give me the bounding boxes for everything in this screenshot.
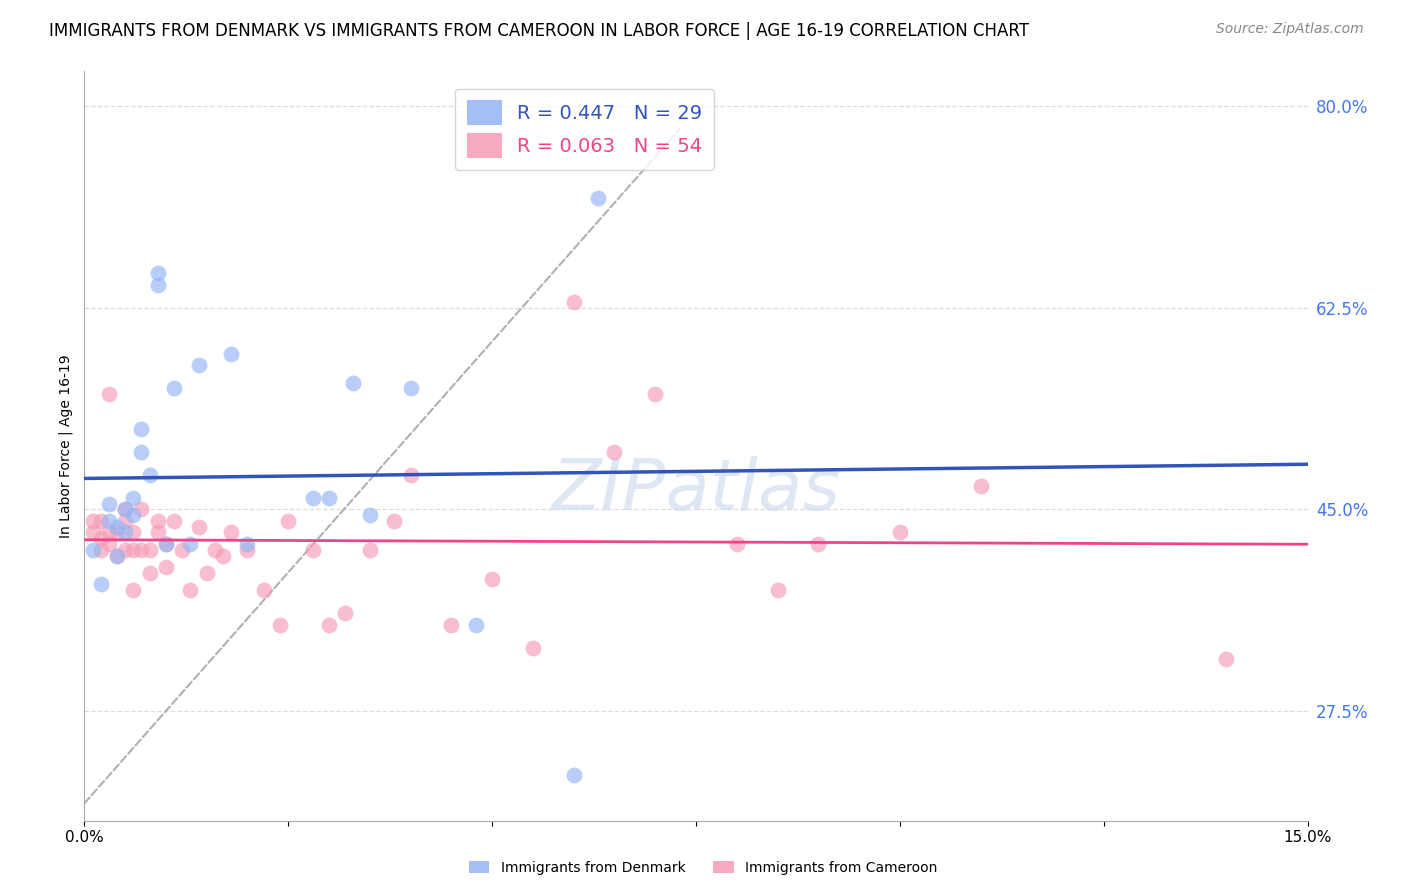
Legend: Immigrants from Denmark, Immigrants from Cameroon: Immigrants from Denmark, Immigrants from… [463, 855, 943, 880]
Point [212, 549, 235, 563]
Point [146, 514, 169, 528]
Point [187, 359, 209, 373]
Point [766, 583, 789, 598]
Point [131, 444, 153, 458]
Point [105, 519, 128, 533]
Point [90, 514, 112, 528]
Point [82, 525, 104, 540]
Point [163, 381, 186, 395]
Point [253, 583, 276, 598]
Point [146, 277, 169, 292]
Point [114, 502, 136, 516]
Point [277, 514, 299, 528]
Point [138, 542, 160, 557]
Point [889, 525, 911, 540]
Point [97, 525, 120, 540]
Point [522, 640, 544, 655]
Y-axis label: In Labor Force | Age 16-19: In Labor Force | Age 16-19 [59, 354, 73, 538]
Point [301, 491, 323, 505]
Text: Source: ZipAtlas.com: Source: ZipAtlas.com [1216, 22, 1364, 37]
Point [359, 508, 381, 523]
Point [179, 583, 201, 598]
Point [603, 444, 626, 458]
Point [122, 508, 145, 523]
Point [318, 617, 340, 632]
Point [1215, 652, 1237, 666]
Point [807, 537, 830, 551]
Point [97, 387, 120, 401]
Point [122, 525, 145, 540]
Point [725, 537, 748, 551]
Point [97, 514, 120, 528]
Point [155, 537, 177, 551]
Point [82, 542, 104, 557]
Point [399, 467, 422, 482]
Point [335, 606, 357, 620]
Point [82, 514, 104, 528]
Point [146, 266, 169, 280]
Point [204, 542, 226, 557]
Point [90, 542, 112, 557]
Text: ZIPatlas: ZIPatlas [551, 457, 841, 525]
Point [97, 537, 120, 551]
Point [146, 525, 169, 540]
Point [195, 566, 218, 580]
Point [155, 560, 177, 574]
Point [382, 514, 405, 528]
Point [105, 549, 128, 563]
Legend: R = 0.447   N = 29, R = 0.063   N = 54: R = 0.447 N = 29, R = 0.063 N = 54 [456, 88, 714, 169]
Point [122, 542, 145, 557]
Point [105, 525, 128, 540]
Point [236, 542, 259, 557]
Point [114, 525, 136, 540]
Point [219, 347, 242, 361]
Point [179, 537, 201, 551]
Point [562, 294, 585, 309]
Point [114, 542, 136, 557]
Point [970, 479, 993, 493]
Point [359, 542, 381, 557]
Point [138, 467, 160, 482]
Point [219, 525, 242, 540]
Point [131, 502, 153, 516]
Point [172, 542, 194, 557]
Point [131, 422, 153, 436]
Point [155, 537, 177, 551]
Point [90, 577, 112, 591]
Point [122, 491, 145, 505]
Point [105, 549, 128, 563]
Point [187, 519, 209, 533]
Point [562, 767, 585, 781]
Point [131, 542, 153, 557]
Point [236, 537, 259, 551]
Point [464, 617, 486, 632]
Point [90, 531, 112, 545]
Point [644, 387, 666, 401]
Point [114, 514, 136, 528]
Point [138, 566, 160, 580]
Point [586, 191, 609, 205]
Point [97, 497, 120, 511]
Point [122, 583, 145, 598]
Point [342, 376, 364, 390]
Point [481, 572, 503, 586]
Text: IMMIGRANTS FROM DENMARK VS IMMIGRANTS FROM CAMEROON IN LABOR FORCE | AGE 16-19 C: IMMIGRANTS FROM DENMARK VS IMMIGRANTS FR… [49, 22, 1029, 40]
Point [269, 617, 291, 632]
Point [301, 542, 323, 557]
Point [440, 617, 463, 632]
Point [399, 381, 422, 395]
Point [318, 491, 340, 505]
Point [163, 514, 186, 528]
Point [114, 502, 136, 516]
